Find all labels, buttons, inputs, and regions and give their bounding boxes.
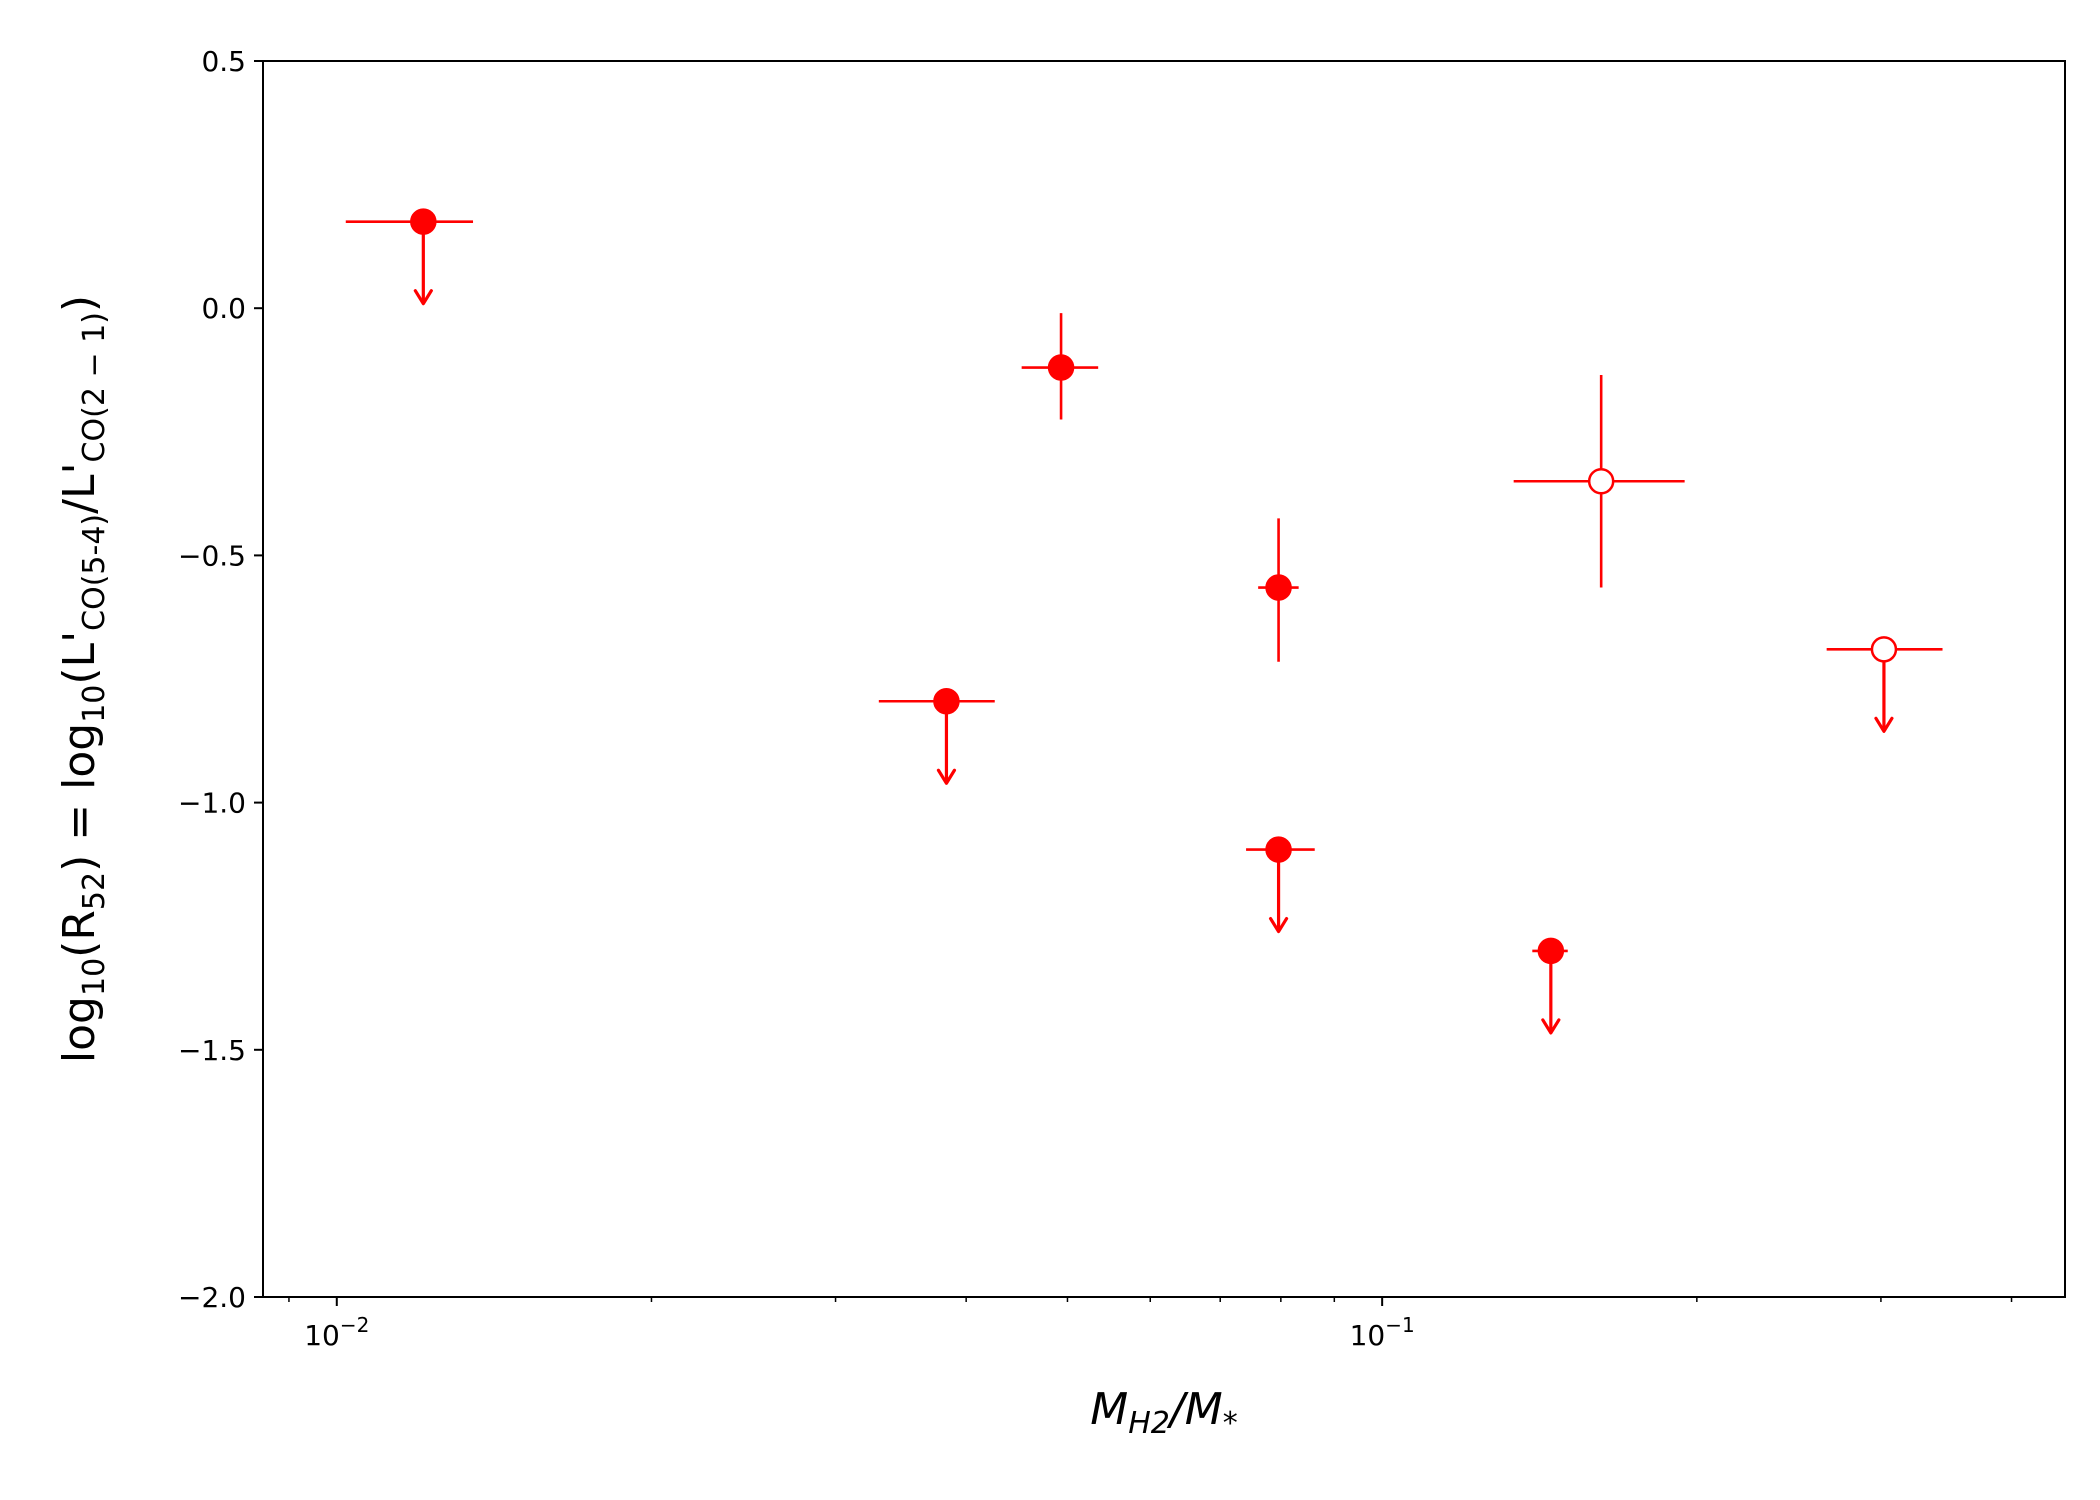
y-tick-label: −2.0 [178,1281,246,1314]
arrow-head [1541,1018,1561,1035]
x-tick-label: 10−2 [304,1313,369,1352]
x-tick-label: 10−1 [1350,1313,1415,1352]
arrow-head [1874,716,1894,733]
data-marks [345,208,1943,1035]
marker-filled [1047,354,1075,381]
marker-filled [933,687,960,715]
marker-filled [1537,937,1565,965]
plot-background [263,61,2065,1297]
x-axis-label: MH2/M* [1090,1384,1237,1441]
y-tick-label: 0.5 [201,45,246,78]
data-point [1246,836,1315,934]
data-point [345,208,474,306]
marker-filled [1265,574,1292,601]
plot-frame [262,60,2066,1298]
marker-open [1587,467,1615,495]
marker-open [1870,636,1898,663]
data-point [878,687,995,785]
arrow-head [413,289,433,306]
tick-labels: 0.5 0.0 −0.5 −1.0 −1.5 −2.0 10−2 10−1 [178,45,1415,1352]
arrow-head [936,768,957,785]
marker-filled [410,208,437,235]
data-point [1021,313,1099,420]
y-axis-label: log10(R52) = log10(L'CO(5-4)/L'CO(2 − 1)… [54,295,112,1063]
marker-filled [1265,836,1292,863]
data-point [1513,374,1685,588]
axis-ticks [254,60,1384,1306]
data-point [1258,518,1299,662]
y-tick-label: −1.0 [178,787,246,820]
y-tick-label: 0.0 [201,292,246,325]
data-point [1826,636,1943,733]
y-tick-label: −0.5 [178,539,246,572]
data-point [1532,937,1568,1035]
y-tick-label: −1.5 [178,1034,246,1067]
arrow-head [1268,916,1289,934]
